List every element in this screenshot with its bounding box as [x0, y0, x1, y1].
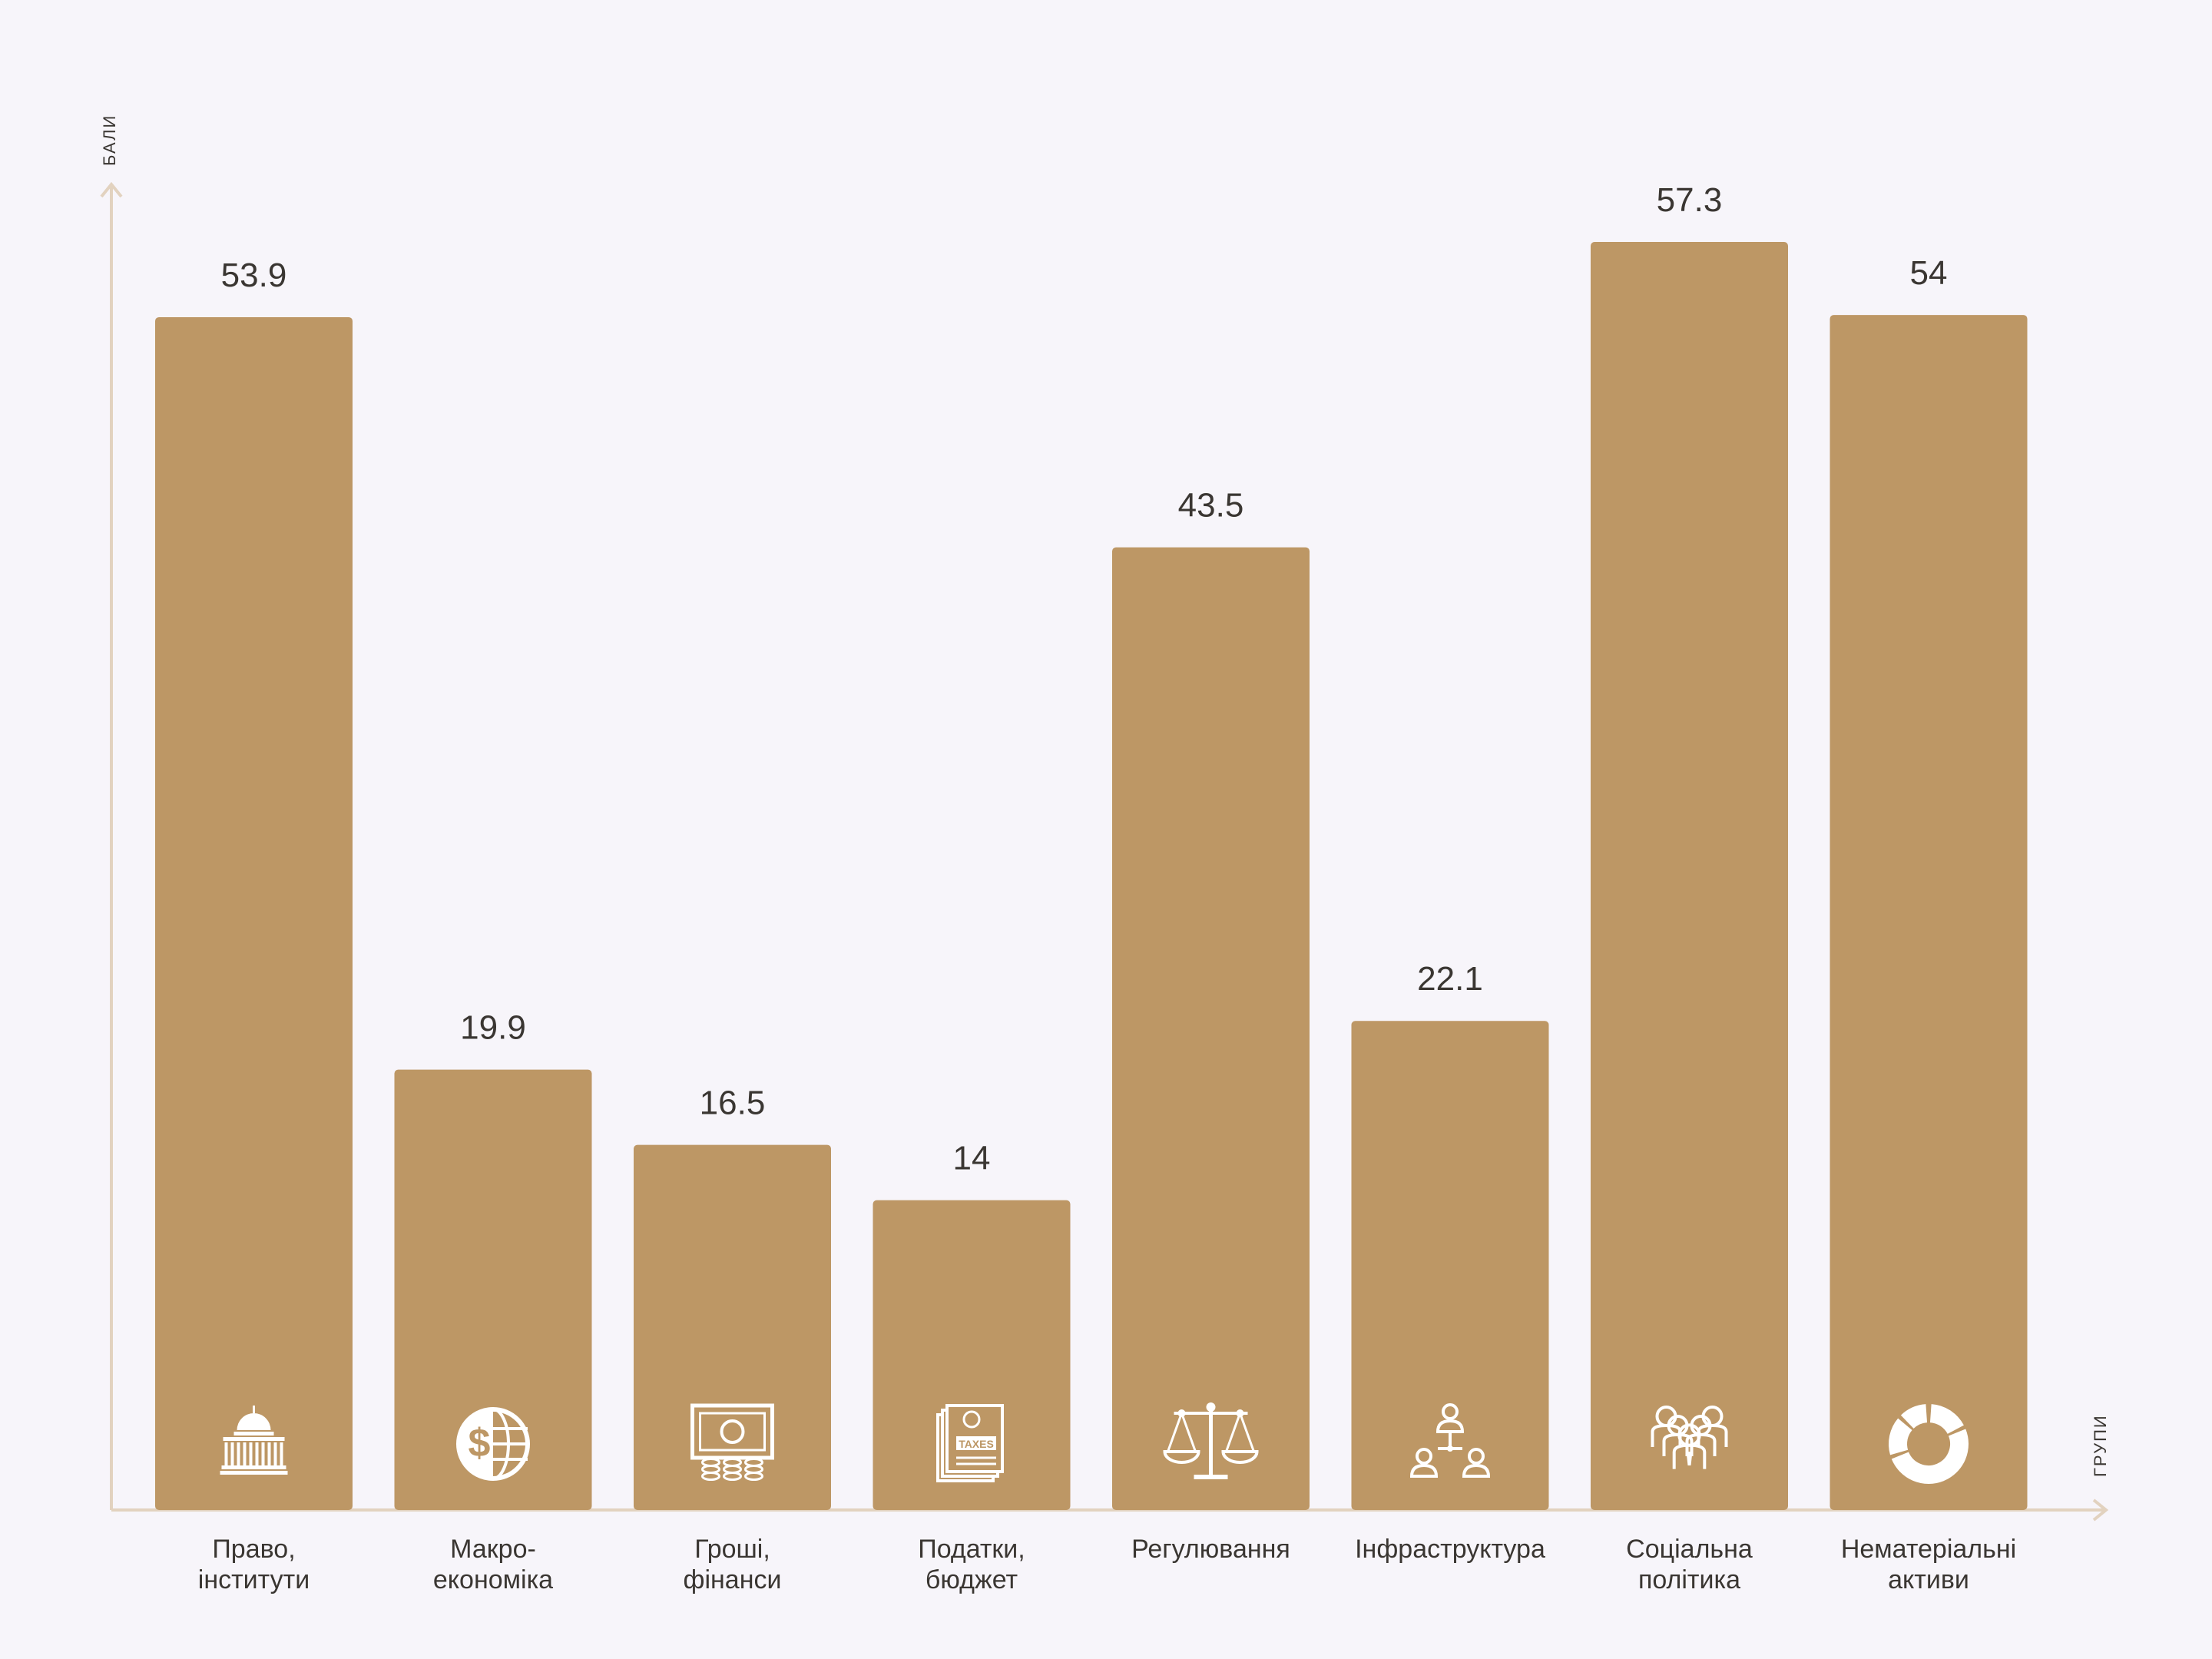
value-label: 57.3 — [1657, 181, 1723, 219]
category-label: Макро-економіка — [433, 1535, 553, 1594]
category-label: Податки, бюджет — [918, 1535, 1025, 1594]
value-label: 19.9 — [460, 1009, 526, 1047]
category-labels-group: Право, інститути Макро-економіка Гроші, фіна… — [198, 1535, 2016, 1594]
category-label: Регулювання — [1131, 1535, 1290, 1564]
icons-group: $ TAXES — [220, 1402, 1969, 1484]
bar — [155, 316, 353, 1510]
bar — [1112, 547, 1310, 1510]
y-axis-title: БАЛИ — [100, 114, 119, 166]
y-axis — [100, 181, 123, 1510]
value-label: 16.5 — [700, 1084, 766, 1122]
network-people-icon — [1409, 1403, 1491, 1478]
banknote-coins-icon — [690, 1403, 774, 1481]
category-label: Право, інститути — [198, 1535, 310, 1594]
value-label: 22.1 — [1417, 960, 1483, 998]
taxes-documents-icon: TAXES — [936, 1404, 1004, 1482]
category-label: Інфраструктура — [1355, 1535, 1545, 1564]
category-label: Нематеріальні активи — [1841, 1535, 2016, 1594]
bar — [873, 1200, 1071, 1510]
category-label: Гроші, фінанси — [684, 1535, 782, 1594]
svg-text:TAXES: TAXES — [959, 1438, 994, 1450]
value-labels-group: 53.9 19.9 16.5 14 43.5 22.1 57.3 54 — [221, 181, 1948, 1177]
bars-group — [155, 242, 2028, 1511]
x-axis-title: ГРУПИ — [2091, 1414, 2110, 1477]
scales-icon — [1163, 1402, 1259, 1479]
bar — [394, 1069, 592, 1510]
bar — [1830, 315, 2028, 1511]
donut-chart-icon — [1889, 1404, 1969, 1484]
value-label: 43.5 — [1178, 487, 1244, 525]
bar — [1591, 242, 1788, 1510]
capitol-icon — [220, 1406, 288, 1475]
dollar-globe-icon: $ — [456, 1407, 530, 1481]
value-label: 53.9 — [221, 257, 287, 294]
people-group-icon — [1651, 1406, 1728, 1469]
bar — [634, 1144, 831, 1510]
value-label: 54 — [1910, 254, 1948, 292]
category-label: Соціальна політика — [1626, 1535, 1753, 1594]
value-label: 14 — [953, 1140, 991, 1177]
svg-text:$: $ — [469, 1421, 491, 1465]
bar — [1351, 1021, 1549, 1510]
